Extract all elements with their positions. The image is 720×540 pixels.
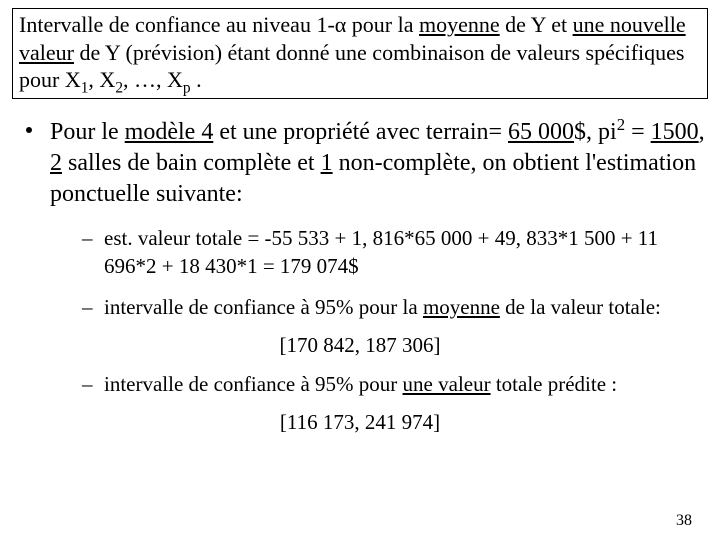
bullet-dot-icon — [26, 127, 32, 133]
main-u3: 1500 — [651, 119, 699, 145]
interval-1: [170 842, 187 306] — [12, 333, 708, 358]
sub-item-2: – intervalle de confiance à 95% pour la … — [82, 293, 708, 321]
main-p1: Pour le — [50, 119, 125, 145]
sub1-text: est. valeur totale = -55 533 + 1, 816*65… — [104, 226, 658, 278]
dash-icon: – — [82, 370, 93, 398]
title-u1: moyenne — [419, 12, 500, 37]
sub-list: – est. valeur totale = -55 533 + 1, 816*… — [12, 224, 708, 321]
main-u5: 1 — [321, 150, 333, 176]
sub2-u1: moyenne — [423, 295, 500, 319]
sub3-p1: intervalle de confiance à 95% pour — [104, 372, 403, 396]
main-u4: 2 — [50, 150, 62, 176]
sub-item-1: – est. valeur totale = -55 533 + 1, 816*… — [82, 224, 708, 281]
main-p3: $, pi — [574, 119, 617, 145]
main-u2: 65 000 — [508, 119, 574, 145]
dash-icon: – — [82, 224, 93, 252]
title-t1: Intervalle de confiance au niveau 1-α po… — [19, 12, 419, 37]
sub-list-2: – intervalle de confiance à 95% pour une… — [12, 370, 708, 398]
dash-icon: – — [82, 293, 93, 321]
sub3-u1: une valeur — [403, 372, 491, 396]
sub2-p1: intervalle de confiance à 95% pour la — [104, 295, 423, 319]
main-bullet: Pour le modèle 4 et une propriété avec t… — [12, 117, 708, 211]
sub-item-3: – intervalle de confiance à 95% pour une… — [82, 370, 708, 398]
main-p6: salles de bain complète et — [62, 150, 321, 176]
interval-2: [116 173, 241 974] — [12, 410, 708, 435]
page-number: 38 — [676, 512, 692, 530]
title-end: . — [191, 67, 202, 92]
title-box: Intervalle de confiance au niveau 1-α po… — [12, 8, 708, 99]
title-xd: , …, X — [123, 67, 183, 92]
title-x2: , X — [88, 67, 115, 92]
main-p4: = — [625, 119, 651, 145]
main-u1: modèle 4 — [125, 119, 214, 145]
sub2-p2: de la valeur totale: — [500, 295, 661, 319]
title-sp: p — [183, 79, 191, 96]
title-t2: de Y et — [500, 12, 573, 37]
main-sup1: 2 — [617, 115, 625, 134]
sub3-p2: totale prédite : — [491, 372, 618, 396]
main-p5: , — [699, 119, 705, 145]
title-s2: 2 — [115, 79, 123, 96]
main-p2: et une propriété avec terrain= — [213, 119, 508, 145]
